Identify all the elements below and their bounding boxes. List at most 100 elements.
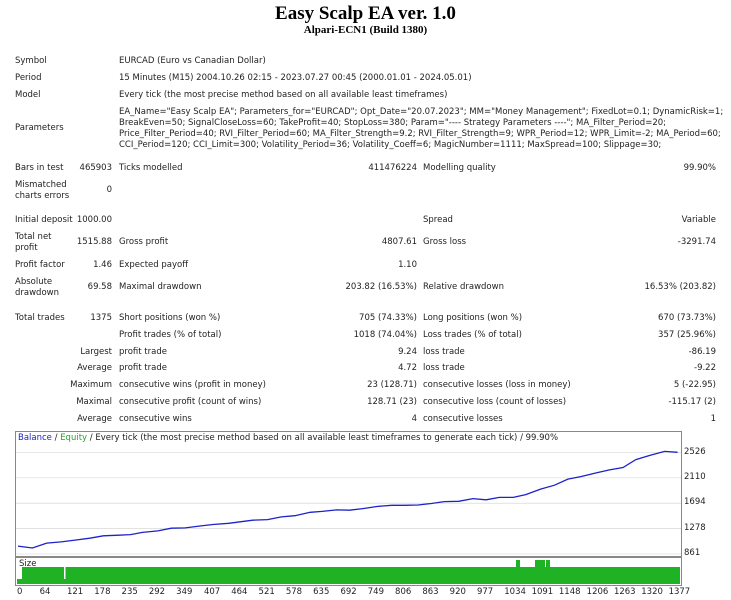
x-tick-label: 521 <box>258 587 275 597</box>
largest-loss-label: loss trade <box>423 347 465 357</box>
max-consecutive-losses-value: 5 (-22.95) <box>673 380 716 390</box>
maximal-label: Maximal <box>76 397 112 407</box>
profit-trades-label: Profit trades (% of total) <box>119 330 222 340</box>
report-subtitle: Alpari-ECN1 (Build 1380) <box>303 24 428 36</box>
long-positions-value: 670 (73.73%) <box>658 313 716 323</box>
y-tick-label: 861 <box>684 548 701 558</box>
size-chart: Size <box>15 557 682 586</box>
size-chart-svg <box>17 560 680 584</box>
size-gap <box>64 567 66 579</box>
x-tick-label: 692 <box>340 587 357 597</box>
size-bar <box>17 567 680 584</box>
x-tick-label: 1148 <box>558 587 581 597</box>
largest-profit-label: profit trade <box>119 347 167 357</box>
ticks-value: 411476224 <box>368 163 417 173</box>
average-profit-value: 4.72 <box>398 363 417 373</box>
initial-deposit-value: 1000.00 <box>76 215 112 225</box>
average-consecutive-label: Average <box>77 414 112 424</box>
relative-drawdown-value: 16.53% (203.82) <box>644 282 717 292</box>
symbol-value: EURCAD (Euro vs Canadian Dollar) <box>119 56 266 66</box>
maximal-drawdown-value: 203.82 (16.53%) <box>345 282 418 292</box>
x-tick-label: 407 <box>203 587 221 597</box>
x-tick-label: 977 <box>476 587 494 597</box>
long-positions-label: Long positions (won %) <box>423 313 523 323</box>
size-bar <box>535 560 545 568</box>
avg-consecutive-losses-label: consecutive losses <box>423 414 503 424</box>
average-profit-label: profit trade <box>119 363 167 373</box>
net-profit-label: profit <box>15 243 38 253</box>
spread-label: Spread <box>423 215 453 225</box>
x-tick-label: 0 <box>17 587 23 597</box>
mismatch-value: 0 <box>106 185 112 195</box>
gross-loss-label: Gross loss <box>423 237 467 247</box>
size-bar <box>546 560 550 568</box>
y-tick-label: 1694 <box>684 497 706 508</box>
x-tick-label: 920 <box>449 587 466 597</box>
parameters-line: BreakEven=50; SignalCloseLoss=60; TakePr… <box>119 118 666 128</box>
parameters-line: Price_Filter_Period=40; RVI_Filter_Perio… <box>119 129 721 139</box>
profit-factor-label: Profit factor <box>15 260 65 270</box>
expected-payoff-label: Expected payoff <box>119 260 189 270</box>
max-consecutive-wins-label: consecutive wins (profit in money) <box>119 380 266 390</box>
x-tick-label: 1034 <box>504 587 526 597</box>
x-tick-label: 464 <box>231 587 248 597</box>
relative-drawdown-label: Relative drawdown <box>423 282 504 292</box>
max-consecutive-losses-label: consecutive losses (loss in money) <box>423 380 571 390</box>
size-bar <box>516 560 520 568</box>
ticks-label: Ticks modelled <box>119 163 183 173</box>
symbol-label: Symbol <box>15 56 47 66</box>
chart-legend: Balance / Equity / Every tick (the most … <box>18 433 558 443</box>
x-tick-label: 1263 <box>613 587 636 597</box>
maximal-consecutive-loss-value: -115.17 (2) <box>668 397 716 407</box>
legend-separator: / <box>51 433 61 443</box>
x-tick-label: 1377 <box>668 587 691 597</box>
report-title: Easy Scalp EA ver. 1.0 <box>275 3 456 24</box>
loss-trades-value: 357 (25.96%) <box>658 330 716 340</box>
net-profit-label: Total net <box>15 232 52 242</box>
total-trades-value: 1375 <box>90 313 112 323</box>
avg-consecutive-wins-value: 4 <box>411 414 417 424</box>
largest-profit-value: 9.24 <box>398 347 417 357</box>
x-tick-label: 1206 <box>586 587 609 597</box>
loss-trades-label: Loss trades (% of total) <box>423 330 522 340</box>
model-label: Model <box>15 90 41 100</box>
maximum-label: Maximum <box>70 380 112 390</box>
parameters-line: CCI_Period=120; CCI_Limit=300; Volatilit… <box>119 140 662 150</box>
maximal-drawdown-label: Maximal drawdown <box>119 282 202 292</box>
x-tick-label: 349 <box>176 587 193 597</box>
bars-value: 465903 <box>79 163 112 173</box>
gross-loss-value: -3291.74 <box>677 237 716 247</box>
x-tick-label: 749 <box>367 587 384 597</box>
absolute-drawdown-value: 69.58 <box>87 282 112 292</box>
x-tick-label: 292 <box>148 587 166 597</box>
y-tick-label: 2526 <box>684 446 706 457</box>
maximal-consecutive-profit-label: consecutive profit (count of wins) <box>119 397 262 407</box>
size-label: Size <box>19 559 37 569</box>
profit-trades-value: 1018 (74.04%) <box>353 330 417 340</box>
legend-description: / Every tick (the most precise method ba… <box>87 433 559 443</box>
average-label: Average <box>77 363 112 373</box>
modelling-quality-label: Modelling quality <box>423 163 496 173</box>
max-consecutive-wins-value: 23 (128.71) <box>367 380 417 390</box>
bars-label: Bars in test <box>15 163 64 173</box>
parameters-label: Parameters <box>15 123 64 133</box>
period-value: 15 Minutes (M15) 2004.10.26 02:15 - 2023… <box>119 73 472 83</box>
largest-label: Largest <box>80 347 112 357</box>
absolute-drawdown-label: drawdown <box>15 288 59 298</box>
modelling-quality-value: 99.90% <box>683 163 716 173</box>
parameters-line: EA_Name="Easy Scalp EA"; Parameters_for=… <box>119 107 724 117</box>
short-positions-label: Short positions (won %) <box>119 313 221 323</box>
avg-consecutive-wins-label: consecutive wins <box>119 414 192 424</box>
y-tick-label: 1278 <box>684 522 706 533</box>
legend-balance: Balance <box>18 433 52 443</box>
x-tick-label: 578 <box>285 587 303 597</box>
x-tick-label: 178 <box>94 587 111 597</box>
profit-factor-value: 1.46 <box>93 260 112 270</box>
x-tick-label: 863 <box>422 587 439 597</box>
x-tick-label: 1091 <box>531 587 554 597</box>
balance-line <box>17 450 678 549</box>
balance-chart <box>15 431 682 557</box>
mismatch-label: Mismatched <box>15 180 67 190</box>
x-tick-label: 121 <box>66 587 84 597</box>
maximal-consecutive-profit-value: 128.71 (23) <box>367 397 417 407</box>
